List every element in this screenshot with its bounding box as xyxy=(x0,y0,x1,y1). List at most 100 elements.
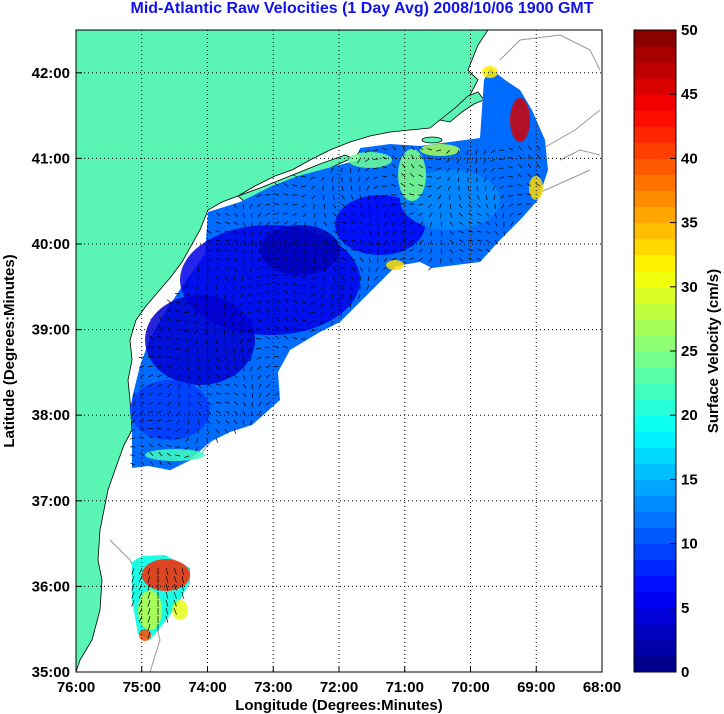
velocity-vector xyxy=(409,212,415,215)
velocity-vector xyxy=(224,284,227,290)
velocity-vector xyxy=(130,428,136,432)
velocity-vector xyxy=(275,290,280,295)
velocity-vector xyxy=(310,311,316,314)
velocity-vector xyxy=(242,257,246,263)
velocity-vector xyxy=(233,401,239,405)
velocity-vector xyxy=(349,302,352,308)
velocity-vector xyxy=(256,356,262,360)
velocity-vector xyxy=(409,257,415,260)
velocity-vector xyxy=(509,212,514,217)
velocity-vector xyxy=(224,383,230,386)
velocity-vector xyxy=(157,410,163,414)
velocity-vector xyxy=(485,221,491,226)
velocity-vector xyxy=(258,248,262,254)
colorbar-band xyxy=(634,495,676,512)
velocity-vector xyxy=(266,239,271,244)
velocity-vector xyxy=(436,167,442,170)
velocity-vector xyxy=(266,401,271,406)
velocity-vector xyxy=(392,146,397,151)
velocity-vector xyxy=(449,212,453,218)
velocity-vector xyxy=(175,356,181,360)
colorbar-tick-label: 0 xyxy=(681,664,689,681)
velocity-vector xyxy=(391,183,397,187)
velocity-vector xyxy=(436,185,442,190)
y-tick-label: 39:00 xyxy=(32,322,70,339)
velocity-vector xyxy=(313,203,316,209)
velocity-vector xyxy=(508,165,514,169)
velocity-vector xyxy=(157,419,163,422)
velocity-vector xyxy=(147,575,151,583)
velocity-vector xyxy=(292,266,298,269)
velocity-vector xyxy=(249,356,253,362)
velocity-vector xyxy=(458,221,464,225)
velocity-vector xyxy=(457,176,460,182)
velocity-vector xyxy=(428,266,433,271)
velocity-vector xyxy=(256,309,262,313)
velocity-vector xyxy=(233,365,238,371)
velocity-vector xyxy=(157,345,163,349)
velocity-vector xyxy=(224,329,226,336)
velocity-vector xyxy=(410,173,415,178)
velocity-vector xyxy=(310,176,316,180)
colorbar-tick-label: 35 xyxy=(681,215,698,232)
velocity-vector xyxy=(449,221,454,227)
velocity-vector xyxy=(247,302,253,305)
velocity-vector xyxy=(400,257,406,260)
velocity-patch xyxy=(482,66,498,78)
velocity-vector xyxy=(265,374,271,379)
velocity-vector xyxy=(241,347,244,353)
velocity-vector xyxy=(247,293,253,297)
velocity-vector xyxy=(313,266,316,272)
velocity-vector xyxy=(447,185,451,191)
velocity-vector xyxy=(368,230,373,236)
velocity-vector xyxy=(449,203,452,209)
velocity-vector xyxy=(391,248,397,253)
velocity-vector xyxy=(368,221,372,227)
velocity-vector xyxy=(483,158,487,164)
velocity-vector xyxy=(357,158,361,164)
velocity-vector xyxy=(148,365,154,368)
velocity-vector xyxy=(197,410,201,416)
velocity-vector xyxy=(224,374,230,378)
velocity-vector xyxy=(485,203,489,209)
velocity-vector xyxy=(373,176,379,179)
velocity-vector xyxy=(231,311,235,317)
velocity-vector xyxy=(197,392,202,397)
velocity-vector xyxy=(485,194,488,200)
velocity-vector xyxy=(274,257,280,260)
velocity-vector xyxy=(476,230,482,233)
velocity-vector xyxy=(165,599,169,607)
velocity-vector xyxy=(366,284,370,290)
velocity-vector xyxy=(427,194,433,198)
velocity-vector xyxy=(284,290,289,295)
velocity-vector xyxy=(242,365,245,371)
velocity-vector xyxy=(311,275,316,281)
velocity-vector xyxy=(231,302,235,308)
y-axis-label: Latitude (Degrees:Minutes) xyxy=(1,254,18,447)
velocity-vector xyxy=(140,383,145,388)
velocity-vector xyxy=(458,239,464,243)
velocity-vector xyxy=(517,203,523,206)
velocity-vector xyxy=(292,299,298,304)
velocity-vector xyxy=(166,374,172,379)
velocity-vector xyxy=(301,310,307,313)
velocity-vector xyxy=(526,193,532,196)
velocity-vector xyxy=(233,257,238,262)
map-title: Mid-Atlantic Raw Velocities (1 Day Avg) … xyxy=(130,0,594,17)
velocity-vector xyxy=(165,583,169,591)
velocity-vector xyxy=(392,155,397,160)
velocity-vector xyxy=(233,410,239,415)
colorbar-band xyxy=(634,415,676,432)
velocity-vector xyxy=(350,266,355,271)
velocity-vector xyxy=(224,239,230,242)
velocity-vector xyxy=(283,221,289,225)
velocity-vector xyxy=(131,419,136,424)
velocity-vector xyxy=(215,365,221,370)
velocity-vector xyxy=(266,230,271,235)
velocity-vector xyxy=(292,203,298,206)
velocity-vector xyxy=(156,428,163,430)
velocity-vector xyxy=(350,221,356,225)
colorbar-band xyxy=(634,206,676,224)
velocity-vector xyxy=(148,410,154,414)
velocity-vector xyxy=(177,383,181,389)
